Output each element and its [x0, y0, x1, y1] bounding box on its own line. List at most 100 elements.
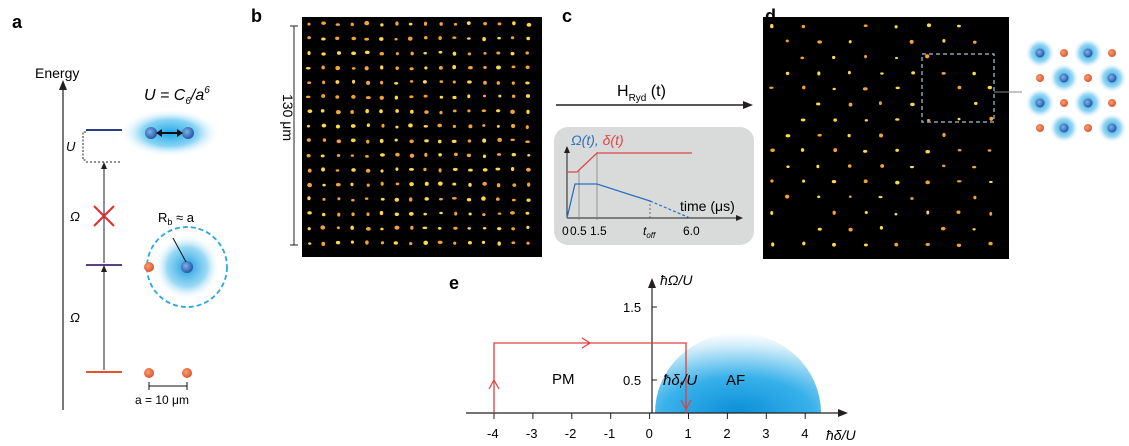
atom-site [336, 139, 342, 144]
atom-site [422, 226, 428, 230]
atom-site [511, 241, 516, 245]
blockaded-rydberg-atom [181, 261, 193, 273]
atom-site [910, 197, 914, 200]
atom-site [466, 37, 471, 40]
atom-site [925, 180, 930, 185]
atom-site [452, 124, 457, 128]
atom-site [379, 153, 385, 157]
atom-site [466, 21, 471, 25]
atom-site [525, 65, 530, 70]
x-tick-label: 4 [801, 426, 808, 441]
atom-site [379, 37, 384, 41]
rydberg-atom [1083, 48, 1093, 58]
atom-site [467, 80, 472, 84]
atom-site [526, 109, 530, 114]
atom-site [800, 56, 805, 60]
atom-site [337, 212, 341, 217]
atom-site [320, 154, 325, 158]
ground-atom-right [182, 368, 192, 378]
atom-site [833, 118, 838, 122]
x-tick-label: -3 [526, 426, 538, 441]
blockade-radius-line [172, 237, 187, 263]
blockade-radius-circle [146, 226, 228, 308]
atom-site [437, 240, 443, 245]
atom-site [307, 182, 313, 188]
atom-site [350, 22, 354, 27]
atom-site [380, 80, 384, 85]
atom-site [423, 212, 427, 216]
atom-site [321, 65, 325, 70]
atom-site [525, 211, 530, 215]
atom-site [379, 109, 383, 114]
atom-site [350, 240, 354, 244]
atom-site [941, 71, 946, 75]
atom-site [864, 54, 867, 59]
atom-site [972, 71, 976, 76]
atom-site [863, 24, 868, 28]
checkerboard-zoom-lattice [1025, 38, 1127, 143]
atom-site [496, 227, 502, 231]
atom-site [366, 123, 370, 128]
atom-site [451, 196, 457, 200]
atom-site [335, 80, 340, 84]
atom-site [322, 197, 326, 201]
atom-site [895, 148, 899, 152]
atom-site [395, 21, 399, 26]
atom-site [497, 212, 502, 215]
atom-site [452, 95, 457, 100]
atom-site [408, 123, 413, 128]
atom-site [972, 40, 977, 44]
atom-site [925, 54, 930, 59]
atom-site [364, 197, 369, 200]
atom-site [395, 167, 399, 171]
atom-site [451, 139, 457, 143]
x-tick-label: 1 [685, 426, 692, 441]
atom-site [957, 117, 961, 121]
atom-site [817, 40, 823, 44]
atom-site [784, 194, 790, 199]
atom-site [848, 227, 853, 232]
atom-site [527, 153, 531, 157]
atom-site [379, 95, 384, 100]
atom-site [423, 240, 429, 245]
atom-site [320, 225, 326, 230]
ground-atom [1060, 99, 1068, 107]
atom-site [365, 226, 371, 231]
atom-site [512, 183, 517, 187]
atom-site [847, 133, 851, 138]
zoom-box [921, 53, 995, 123]
delta-pulse-curve [567, 152, 692, 173]
atom-site [510, 123, 516, 129]
atom-site [483, 21, 488, 26]
atom-site [366, 212, 370, 217]
atom-site [481, 196, 486, 201]
atom-site [769, 86, 774, 89]
atom-site [482, 213, 486, 217]
atom-site [800, 118, 806, 122]
atom-site [511, 65, 516, 69]
atom-site [438, 168, 442, 173]
atom-site [467, 139, 472, 143]
atom-site [467, 240, 472, 245]
atom-site [321, 241, 326, 246]
atom-array-image [302, 17, 542, 257]
atom-site [957, 149, 962, 152]
x-tick-label: -4 [487, 426, 499, 441]
atom-site [511, 152, 517, 157]
atom-site [366, 139, 370, 144]
atom-site [410, 51, 414, 56]
atom-site [380, 197, 385, 201]
atom-site [467, 109, 471, 113]
atom-site [802, 241, 806, 246]
atom-site [525, 81, 530, 85]
atom-site [832, 210, 836, 215]
atom-site [510, 51, 515, 56]
atom-site [816, 102, 821, 106]
atom-site [408, 211, 414, 216]
atom-site [989, 116, 994, 121]
atom-site [438, 50, 443, 54]
atom-site [409, 182, 414, 187]
atom-site [307, 36, 311, 40]
atom-site [365, 240, 369, 245]
rydberg-atom [1107, 73, 1117, 83]
